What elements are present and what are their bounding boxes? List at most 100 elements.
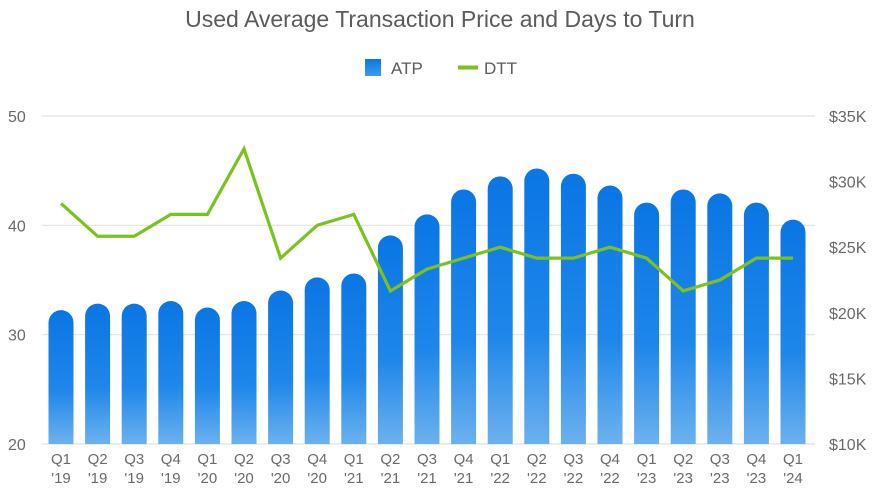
x-tick-year: '19 <box>124 470 144 487</box>
right-tick-label: $30K <box>829 175 867 192</box>
x-tick-quarter: Q2 <box>234 451 254 468</box>
x-tick-quarter: Q1 <box>490 451 510 468</box>
left-axis: 50 40 30 20 <box>8 109 26 454</box>
legend: ATP DTT <box>365 59 517 78</box>
atp-bar[interactable] <box>670 189 696 444</box>
x-tick-year: '20 <box>234 470 254 487</box>
x-tick-label: Q1'24 <box>783 451 803 487</box>
atp-bar[interactable] <box>304 277 330 444</box>
x-tick-year: '19 <box>88 470 108 487</box>
legend-swatch-atp <box>365 59 381 76</box>
atp-bar[interactable] <box>341 273 367 444</box>
x-tick-year: '20 <box>271 470 291 487</box>
x-tick-year: '22 <box>527 470 547 487</box>
x-tick-quarter: Q4 <box>454 451 474 468</box>
x-tick-label: Q3'22 <box>563 451 583 487</box>
x-tick-label: Q3'20 <box>271 451 291 487</box>
atp-bar[interactable] <box>597 185 623 444</box>
x-tick-quarter: Q4 <box>161 451 181 468</box>
x-tick-quarter: Q3 <box>124 451 144 468</box>
dtt-line-series <box>59 144 794 294</box>
x-tick-year: '20 <box>307 470 327 487</box>
x-tick-quarter: Q2 <box>380 451 400 468</box>
x-tick-year: '20 <box>198 470 218 487</box>
atp-bar[interactable] <box>121 303 147 444</box>
x-tick-label: Q2'20 <box>234 451 254 487</box>
atp-bar[interactable] <box>85 303 111 444</box>
atp-bar[interactable] <box>780 219 806 444</box>
atp-bar[interactable] <box>158 300 184 444</box>
x-tick-year: '21 <box>454 470 474 487</box>
x-tick-year: '22 <box>564 470 584 487</box>
x-tick-year: '21 <box>381 470 401 487</box>
x-tick-quarter: Q3 <box>417 451 437 468</box>
legend-label-dtt: DTT <box>484 59 517 78</box>
right-tick-label: $35K <box>829 109 867 126</box>
left-tick-label: 40 <box>8 218 26 235</box>
x-tick-year: '22 <box>600 470 620 487</box>
right-tick-label: $10K <box>829 437 867 454</box>
atp-bar[interactable] <box>451 189 477 444</box>
x-tick-label: Q3'21 <box>417 451 437 487</box>
left-tick-label: 50 <box>8 109 26 126</box>
x-tick-year: '23 <box>637 470 657 487</box>
x-tick-year: '19 <box>51 470 71 487</box>
x-tick-year: '23 <box>747 470 767 487</box>
atp-bar[interactable] <box>268 290 294 444</box>
x-tick-label: Q2'21 <box>380 451 400 487</box>
x-tick-year: '23 <box>710 470 730 487</box>
x-tick-quarter: Q1 <box>637 451 657 468</box>
x-tick-year: '23 <box>673 470 693 487</box>
x-tick-label: Q1'22 <box>490 451 510 487</box>
left-tick-label: 30 <box>8 328 26 345</box>
x-tick-year: '21 <box>417 470 437 487</box>
x-tick-quarter: Q1 <box>783 451 803 468</box>
atp-bar[interactable] <box>194 307 220 444</box>
right-tick-label: $15K <box>829 371 867 388</box>
x-tick-quarter: Q4 <box>307 451 327 468</box>
atp-bar[interactable] <box>743 202 769 444</box>
atp-bar[interactable] <box>524 168 550 445</box>
x-tick-label: Q1'20 <box>197 451 217 487</box>
right-tick-label: $25K <box>829 240 867 257</box>
atp-bar[interactable] <box>707 193 733 444</box>
x-tick-year: '22 <box>490 470 510 487</box>
x-tick-label: Q4'21 <box>454 451 474 487</box>
x-tick-quarter: Q4 <box>600 451 620 468</box>
x-tick-year: '19 <box>161 470 181 487</box>
x-tick-quarter: Q4 <box>746 451 766 468</box>
atp-bar[interactable] <box>560 173 586 444</box>
x-tick-quarter: Q3 <box>563 451 583 468</box>
x-tick-quarter: Q2 <box>88 451 108 468</box>
x-tick-label: Q4'19 <box>161 451 181 487</box>
x-tick-quarter: Q1 <box>344 451 364 468</box>
atp-bar[interactable] <box>377 235 403 444</box>
x-tick-label: Q1'23 <box>637 451 657 487</box>
legend-item-dtt[interactable]: DTT <box>458 59 517 78</box>
x-tick-quarter: Q2 <box>673 451 693 468</box>
x-tick-label: Q1'19 <box>51 451 71 487</box>
chart-title: Used Average Transaction Price and Days … <box>185 6 695 32</box>
atp-bar[interactable] <box>634 202 660 444</box>
right-tick-label: $20K <box>829 306 867 323</box>
x-tick-quarter: Q3 <box>271 451 291 468</box>
x-tick-label: Q4'20 <box>307 451 327 487</box>
legend-item-atp[interactable]: ATP <box>365 59 423 78</box>
x-tick-year: '24 <box>783 470 803 487</box>
atp-bar[interactable] <box>414 214 440 444</box>
x-tick-quarter: Q3 <box>710 451 730 468</box>
atp-bar[interactable] <box>231 300 257 444</box>
x-tick-label: Q2'19 <box>88 451 108 487</box>
x-tick-quarter: Q2 <box>527 451 547 468</box>
legend-label-atp: ATP <box>391 59 423 78</box>
x-tick-label: Q2'23 <box>673 451 693 487</box>
atp-bar[interactable] <box>487 176 513 445</box>
x-axis: Q1'19Q2'19Q3'19Q4'19Q1'20Q2'20Q3'20Q4'20… <box>51 451 803 487</box>
x-tick-label: Q4'23 <box>746 451 766 487</box>
x-tick-year: '21 <box>344 470 364 487</box>
x-tick-label: Q1'21 <box>344 451 364 487</box>
atp-bar[interactable] <box>48 310 74 444</box>
x-tick-quarter: Q1 <box>197 451 217 468</box>
x-tick-label: Q2'22 <box>527 451 547 487</box>
